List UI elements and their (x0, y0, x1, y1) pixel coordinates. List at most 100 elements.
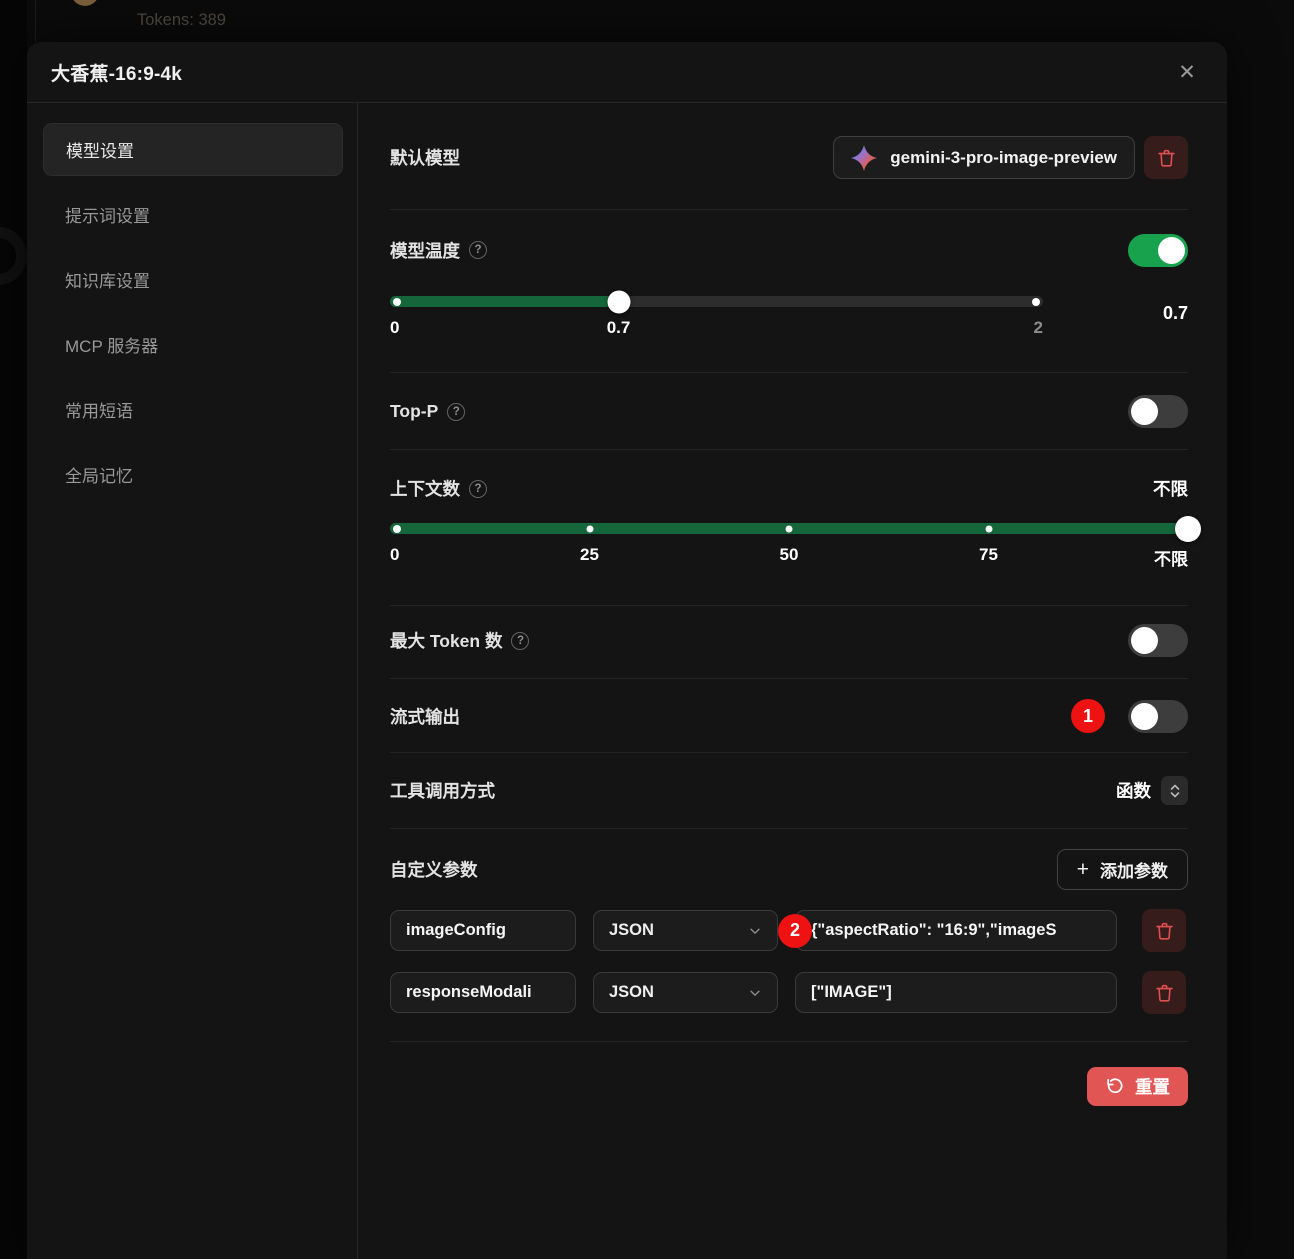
toggle-knob (1131, 627, 1158, 654)
max-tokens-label: 最大 Token 数 ? (390, 628, 530, 653)
toggle-knob (1131, 702, 1158, 730)
temperature-row: 模型温度 ? (390, 210, 1188, 373)
tick-max: 2 (1033, 318, 1043, 337)
settings-content: 默认模型 (358, 103, 1227, 1259)
temperature-slider-block: 0 0.7 2 0.7 (390, 288, 1188, 342)
background-left-strip (0, 0, 27, 1259)
top-p-row: Top-P ? (390, 373, 1188, 450)
slider-start-dot (393, 524, 401, 533)
add-param-button[interactable]: + 添加参数 (1056, 849, 1188, 890)
slider-mark-75 (985, 525, 992, 532)
context-count-header: 上下文数 ? 不限 (390, 476, 1188, 501)
tick-min: 0 (390, 318, 400, 337)
delete-param-button[interactable] (1142, 971, 1186, 1014)
tick-current: 0.7 (606, 318, 631, 337)
sidebar-item-model-settings[interactable]: 模型设置 (43, 123, 343, 176)
modal-header: 大香蕉-16:9-4k ✕ (27, 42, 1227, 103)
tick-0: 0 (390, 545, 400, 564)
background-divider (35, 0, 36, 42)
param-row: imageConfig JSON 2 {"aspectRatio": "16:9… (390, 909, 1188, 952)
param-value-input[interactable]: {"aspectRatio": "16:9","imageS (795, 910, 1117, 951)
temperature-tick-labels: 0 0.7 2 (390, 318, 1043, 342)
custom-params-label: 自定义参数 (390, 860, 478, 880)
max-tokens-toggle[interactable] (1128, 624, 1188, 657)
slider-mark-25 (586, 525, 593, 532)
context-slider-track[interactable] (390, 515, 1201, 542)
param-value-wrap: ["IMAGE"] (795, 972, 1117, 1013)
modal-title: 大香蕉-16:9-4k (51, 63, 183, 85)
tick-50: 50 (779, 545, 799, 564)
tool-call-select[interactable]: 函数 (1116, 776, 1188, 805)
stream-output-label: 流式输出 (390, 706, 460, 727)
reset-row: 重置 (390, 1042, 1188, 1106)
sidebar-item-mcp-server[interactable]: MCP 服务器 (65, 337, 159, 356)
help-icon[interactable]: ? (511, 631, 530, 650)
slider-end-dot (1032, 297, 1040, 306)
default-model-controls: gemini-3-pro-image-preview (833, 136, 1188, 179)
trash-icon (1156, 147, 1177, 168)
context-slider-thumb[interactable] (1175, 515, 1201, 542)
param-type-select[interactable]: JSON (593, 910, 778, 951)
sidebar-item-prompt-settings[interactable]: 提示词设置 (65, 207, 150, 226)
modal-body: 模型设置 提示词设置 知识库设置 MCP 服务器 常用短语 全局记忆 默认模型 (27, 103, 1227, 1259)
background-circle-button (0, 227, 27, 285)
top-p-label: Top-P ? (390, 401, 466, 422)
tool-call-label: 工具调用方式 (390, 781, 495, 801)
model-select-button[interactable]: gemini-3-pro-image-preview (833, 136, 1135, 179)
delete-param-button[interactable] (1142, 909, 1186, 952)
tick-75: 75 (979, 545, 998, 564)
remove-model-button[interactable] (1144, 136, 1188, 179)
context-count-value: 不限 (1153, 479, 1188, 499)
context-slider: 0 25 50 75 不限 (390, 515, 1201, 569)
sidebar-item-global-memory[interactable]: 全局记忆 (65, 467, 133, 486)
help-icon[interactable]: ? (469, 241, 487, 259)
param-name-input[interactable]: imageConfig (390, 910, 576, 951)
custom-params-row: 自定义参数 + 添加参数 imageConfig JSON (390, 829, 1188, 1042)
plus-icon: + (1076, 858, 1089, 881)
chevron-down-icon (748, 986, 762, 1000)
trash-icon (1154, 982, 1175, 1003)
tokens-counter: Tokens: 389 (137, 11, 226, 29)
param-row: responseModali JSON ["IMAGE"] (390, 971, 1188, 1014)
temperature-slider-track[interactable] (390, 290, 1043, 313)
temperature-toggle[interactable] (1128, 233, 1188, 267)
sidebar-item-knowledge-settings[interactable]: 知识库设置 (65, 272, 150, 291)
slider-start-dot (393, 297, 401, 306)
param-value-wrap: 2 {"aspectRatio": "16:9","imageS (778, 910, 1117, 951)
sidebar-item-common-phrases[interactable]: 常用短语 (65, 402, 133, 421)
context-count-row: 上下文数 ? 不限 0 (390, 450, 1201, 606)
param-type-select[interactable]: JSON (593, 972, 778, 1013)
settings-sidebar: 模型设置 提示词设置 知识库设置 MCP 服务器 常用短语 全局记忆 (27, 103, 358, 1259)
max-tokens-row: 最大 Token 数 ? (390, 606, 1188, 679)
reset-icon (1105, 1077, 1124, 1096)
reset-button[interactable]: 重置 (1087, 1067, 1188, 1106)
help-icon[interactable]: ? (447, 402, 466, 421)
help-icon[interactable]: ? (469, 479, 487, 498)
toggle-knob (1131, 398, 1158, 425)
assistant-settings-modal: 大香蕉-16:9-4k ✕ 模型设置 提示词设置 知识库设置 MCP 服务器 常… (27, 42, 1227, 1259)
temperature-slider-thumb[interactable] (607, 290, 631, 313)
param-name-input[interactable]: responseModali (390, 972, 576, 1013)
toggle-knob (1158, 236, 1185, 264)
model-name: gemini-3-pro-image-preview (890, 147, 1117, 167)
annotation-badge-2: 2 (778, 913, 812, 948)
custom-params-header: 自定义参数 + 添加参数 (390, 849, 1188, 890)
gemini-sparkle-icon (851, 144, 878, 171)
stream-output-toggle[interactable] (1128, 699, 1188, 733)
default-model-row: 默认模型 (390, 103, 1188, 210)
default-model-label: 默认模型 (390, 148, 460, 168)
context-count-label: 上下文数 ? (390, 476, 487, 501)
slider-mark-50 (785, 525, 793, 532)
tool-call-row: 工具调用方式 函数 (390, 753, 1188, 829)
temperature-header: 模型温度 ? (390, 232, 1188, 268)
tick-25: 25 (580, 545, 599, 564)
chevron-down-icon (748, 924, 762, 938)
param-value-input[interactable]: ["IMAGE"] (795, 972, 1117, 1013)
annotation-badge-1: 1 (1071, 699, 1105, 733)
trash-icon (1154, 920, 1175, 941)
close-icon[interactable]: ✕ (1171, 56, 1203, 88)
context-tick-labels: 0 25 50 75 不限 (390, 545, 1188, 569)
temperature-value: 0.7 (1162, 302, 1188, 323)
top-p-toggle[interactable] (1128, 395, 1188, 428)
